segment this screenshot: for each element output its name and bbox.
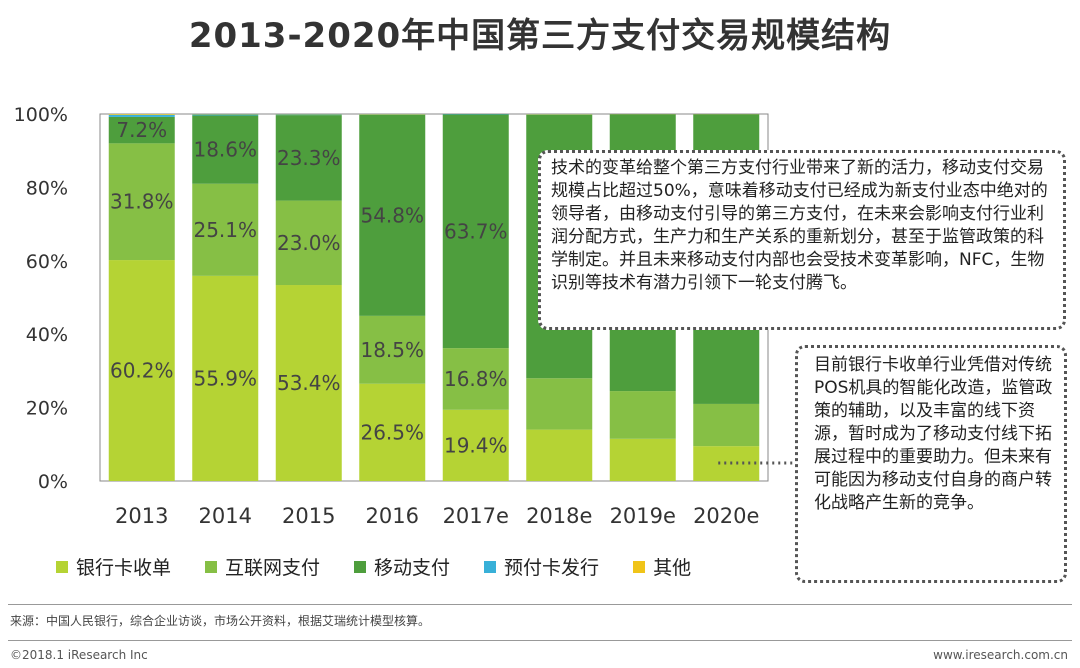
- copyright: ©2018.1 iResearch Inc: [10, 648, 148, 662]
- bar-segment: [275, 200, 342, 286]
- footer-divider-top: [8, 604, 1072, 605]
- x-tick-label: 2016: [366, 504, 419, 528]
- x-tick-label: 2013: [115, 504, 168, 528]
- y-tick-label: 80%: [26, 177, 68, 199]
- legend-swatch: [205, 560, 218, 573]
- bar-segment: [108, 143, 175, 261]
- x-tick-label: 2019e: [610, 504, 676, 528]
- bar-segment: [442, 114, 509, 349]
- bar-segment: [192, 183, 259, 276]
- bar-segment: [192, 115, 259, 184]
- footer-divider-bottom: [8, 640, 1072, 641]
- bar-segment: [609, 438, 676, 481]
- bar-segment: [526, 429, 593, 481]
- bar-segment: [108, 114, 175, 115]
- bar-segment: [108, 260, 175, 481]
- data-label: 18.5%: [360, 338, 424, 362]
- legend-swatch: [56, 560, 68, 573]
- data-label: 55.9%: [193, 366, 257, 390]
- bar-segment: [359, 114, 426, 316]
- legend-item: 其他: [633, 553, 691, 580]
- legend-swatch: [633, 560, 646, 573]
- legend-swatch: [484, 560, 497, 573]
- bar-segment: [359, 383, 426, 481]
- data-label: 23.0%: [277, 231, 341, 255]
- data-label: 26.5%: [360, 420, 424, 444]
- data-label: 25.1%: [193, 218, 257, 242]
- data-label: 16.8%: [444, 367, 508, 391]
- bar-segment: [275, 115, 342, 201]
- bar-segment: [108, 116, 175, 144]
- data-label: 63.7%: [444, 219, 508, 243]
- y-tick-label: 60%: [26, 251, 68, 273]
- bar-segment: [693, 403, 760, 447]
- bar-segment: [275, 285, 342, 481]
- y-tick-label: 100%: [14, 104, 68, 126]
- legend-swatch: [354, 560, 367, 573]
- website-url: www.iresearch.com.cn: [933, 648, 1068, 662]
- x-tick-label: 2014: [199, 504, 252, 528]
- bar-segment: [442, 409, 509, 481]
- y-tick-label: 40%: [26, 324, 68, 346]
- data-label: 54.8%: [360, 203, 424, 227]
- y-tick-label: 20%: [26, 398, 68, 420]
- data-label: 23.3%: [277, 146, 341, 170]
- legend-label: 银行卡收单: [76, 557, 172, 579]
- legend-item: 预付卡发行: [484, 553, 599, 580]
- chart-title: 2013-2020年中国第三方支付交易规模结构: [188, 16, 892, 56]
- x-tick-label: 2020e: [693, 504, 759, 528]
- legend-label: 互联网支付: [225, 557, 321, 579]
- bar-segment: [526, 378, 593, 430]
- data-label: 60.2%: [110, 359, 174, 383]
- bar-segment: [442, 348, 509, 410]
- legend-label: 预付卡发行: [504, 557, 600, 579]
- annotation-mobile-payment: 技术的变革给整个第三方支付行业带来了新的活力，移动支付交易规模占比超过50%，意…: [538, 150, 1066, 330]
- x-tick-label: 2015: [282, 504, 335, 528]
- x-tick-label: 2017e: [443, 504, 509, 528]
- y-tick-label: 0%: [38, 471, 68, 493]
- data-label: 19.4%: [444, 433, 508, 457]
- data-label: 18.6%: [193, 138, 257, 162]
- legend-item: 互联网支付: [205, 553, 320, 580]
- data-label: 7.2%: [116, 118, 167, 142]
- bar-segment: [275, 114, 342, 116]
- legend-label: 其他: [653, 557, 692, 579]
- legend-label: 移动支付: [374, 557, 451, 579]
- chart-legend: 银行卡收单 互联网支付 移动支付 预付卡发行 其他: [56, 553, 725, 580]
- bar-segment: [359, 315, 426, 384]
- source-note: 来源：中国人民银行，综合企业访谈，市场公开资料，根据艾瑞统计模型核算。: [10, 614, 431, 628]
- legend-item: 银行卡收单: [56, 553, 171, 580]
- x-tick-label: 2018e: [526, 504, 592, 528]
- data-label: 53.4%: [277, 371, 341, 395]
- data-label: 31.8%: [110, 190, 174, 214]
- bar-segment: [108, 114, 175, 117]
- bar-segment: [192, 114, 259, 116]
- annotation-bank-card: 目前银行卡收单行业凭借对传统POS机具的智能化改造，监管政策的辅助，以及丰富的线…: [795, 345, 1067, 583]
- bar-segment: [192, 275, 259, 481]
- bar-segment: [609, 391, 676, 439]
- legend-item: 移动支付: [354, 553, 450, 580]
